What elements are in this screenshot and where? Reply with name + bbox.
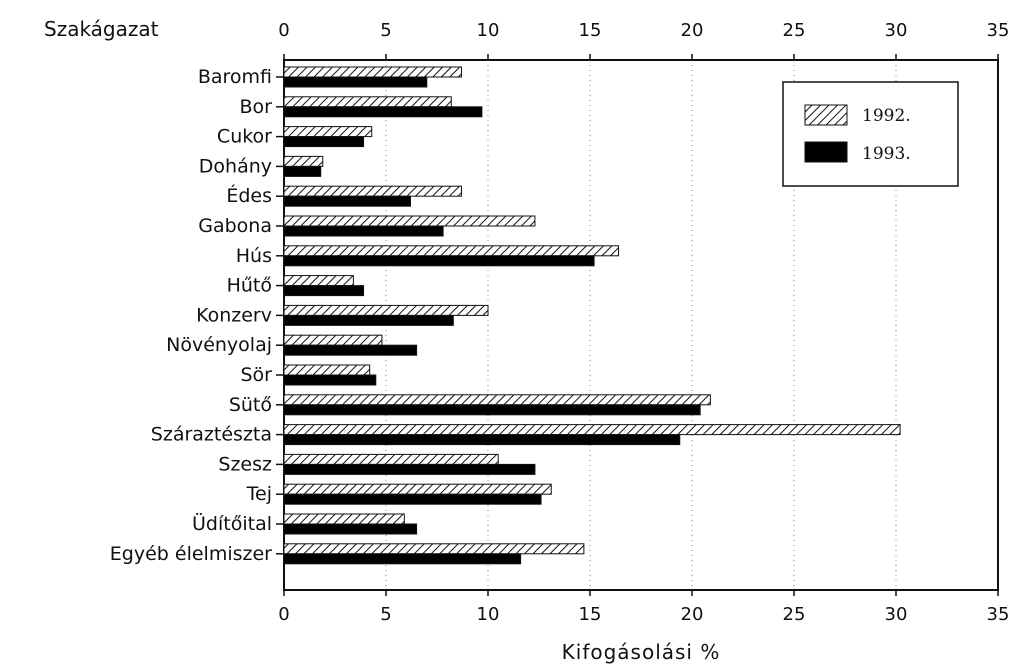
category-label: Bor	[240, 96, 273, 118]
bar-1993-8	[283, 285, 365, 297]
bar-1992-10	[283, 334, 383, 346]
top-tick-label: 10	[477, 20, 500, 41]
bar-1992-11	[283, 364, 371, 376]
bar-1992-17	[283, 543, 585, 555]
bar-1992-15	[283, 483, 552, 495]
bar-1992-7	[283, 245, 620, 257]
category-label: Egyéb élelmiszer	[110, 543, 272, 565]
bar-1993-5	[283, 195, 411, 207]
bottom-tick-label: 25	[783, 604, 806, 625]
category-label: Szesz	[218, 453, 272, 475]
bars	[283, 66, 901, 565]
bottom-tick-label: 20	[681, 604, 704, 625]
bottom-tick-label: 5	[380, 604, 391, 625]
bottom-tick-label: 0	[278, 604, 289, 625]
bar-1993-17	[283, 553, 522, 565]
legend-box	[782, 81, 959, 187]
bar-1992-12	[283, 394, 711, 406]
category-label: Növényolaj	[166, 334, 272, 356]
legend-swatch-1992	[804, 104, 848, 126]
category-label: Sör	[241, 364, 273, 386]
category-label: Sütő	[229, 394, 272, 416]
bar-1992-8	[283, 275, 354, 287]
bar-1993-15	[283, 493, 542, 505]
bar-1992-9	[283, 304, 489, 316]
bar-1992-4	[283, 155, 324, 167]
category-label: Konzerv	[196, 304, 272, 326]
category-label: Hűtő	[227, 275, 272, 297]
category-label: Cukor	[217, 126, 272, 148]
category-label: Hús	[236, 245, 272, 267]
bar-1992-16	[283, 513, 405, 525]
top-tick-label: 15	[579, 20, 602, 41]
bar-1993-13	[283, 434, 681, 446]
bar-1992-13	[283, 424, 901, 436]
category-axis-title: Szakágazat	[44, 17, 159, 41]
top-tick-label: 5	[380, 20, 391, 41]
category-label: Száraztészta	[151, 424, 272, 446]
bottom-tick-label: 30	[885, 604, 908, 625]
bar-1993-3	[283, 136, 365, 148]
bottom-tick-label: 35	[987, 604, 1010, 625]
bar-1993-11	[283, 374, 377, 386]
bar-1993-12	[283, 404, 701, 416]
top-tick-label: 0	[278, 20, 289, 41]
category-label: Tej	[246, 483, 272, 505]
category-label: Gabona	[198, 215, 272, 237]
top-tick-label: 35	[987, 20, 1010, 41]
bar-1993-4	[283, 165, 322, 177]
bar-1993-10	[283, 344, 418, 356]
legend-label-1992: 1992.	[862, 106, 911, 126]
bottom-tick-label: 15	[579, 604, 602, 625]
bar-1992-1	[283, 66, 462, 78]
legend-label-1993: 1993.	[862, 144, 911, 164]
bar-1993-2	[283, 106, 483, 118]
axis-ticks: 0 0 5 5 10 10 15 15 20 20 25 25 30 30 35 35 Baromfi Bor Cu…	[110, 20, 1010, 625]
bar-1992-2	[283, 96, 452, 108]
top-tick-label: 20	[681, 20, 704, 41]
bar-1992-14	[283, 453, 499, 465]
category-label: Édes	[226, 184, 272, 207]
top-tick-label: 25	[783, 20, 806, 41]
bar-1992-3	[283, 126, 373, 138]
category-label: Üdítőital	[192, 512, 272, 535]
top-tick-label: 30	[885, 20, 908, 41]
bar-1993-9	[283, 314, 454, 326]
category-label: Dohány	[199, 155, 272, 177]
bar-1993-1	[283, 76, 428, 88]
bar-1993-6	[283, 225, 444, 237]
bar-1993-14	[283, 463, 536, 475]
category-label: Baromfi	[198, 66, 272, 88]
bar-1992-5	[283, 185, 462, 197]
bar-1993-7	[283, 255, 595, 267]
legend-swatch-1993	[804, 141, 848, 163]
bar-1992-6	[283, 215, 536, 227]
bar-1993-16	[283, 523, 418, 535]
x-axis-title: Kifogásolási %	[562, 640, 721, 664]
legend: 1992. 1993.	[782, 81, 959, 187]
bottom-tick-label: 10	[477, 604, 500, 625]
